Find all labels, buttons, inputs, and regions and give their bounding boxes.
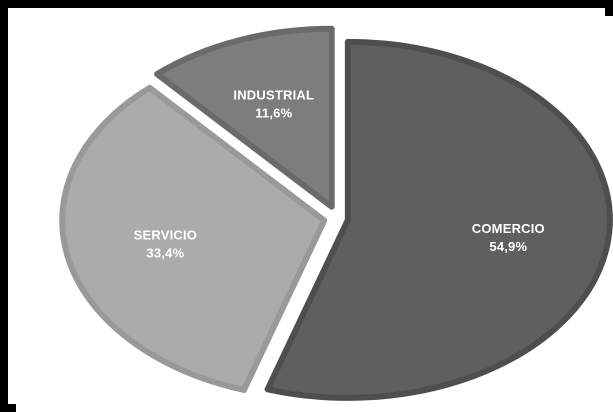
slice-category-label-comercio: COMERCIO bbox=[472, 221, 545, 236]
slice-value-label-industrial: 11,6% bbox=[255, 106, 292, 121]
slice-category-label-industrial: INDUSTRIAL bbox=[233, 88, 314, 103]
pie-slice-comercio bbox=[264, 38, 613, 401]
pie-chart: COMERCIO 54,9% SERVICIO 33,4% INDUSTRIAL 11,6… bbox=[59, 25, 613, 401]
chart-area: COMERCIO 54,9% SERVICIO 33,4% INDUSTRIAL 11,6… bbox=[16, 16, 613, 412]
slice-value-label-servicio: 33,4% bbox=[146, 245, 184, 260]
slice-value-label-comercio: 54,9% bbox=[489, 239, 527, 254]
slice-category-label-servicio: SERVICIO bbox=[134, 227, 198, 242]
pie-slice-servicio bbox=[59, 84, 328, 393]
pie-slice-industrial bbox=[154, 25, 335, 210]
